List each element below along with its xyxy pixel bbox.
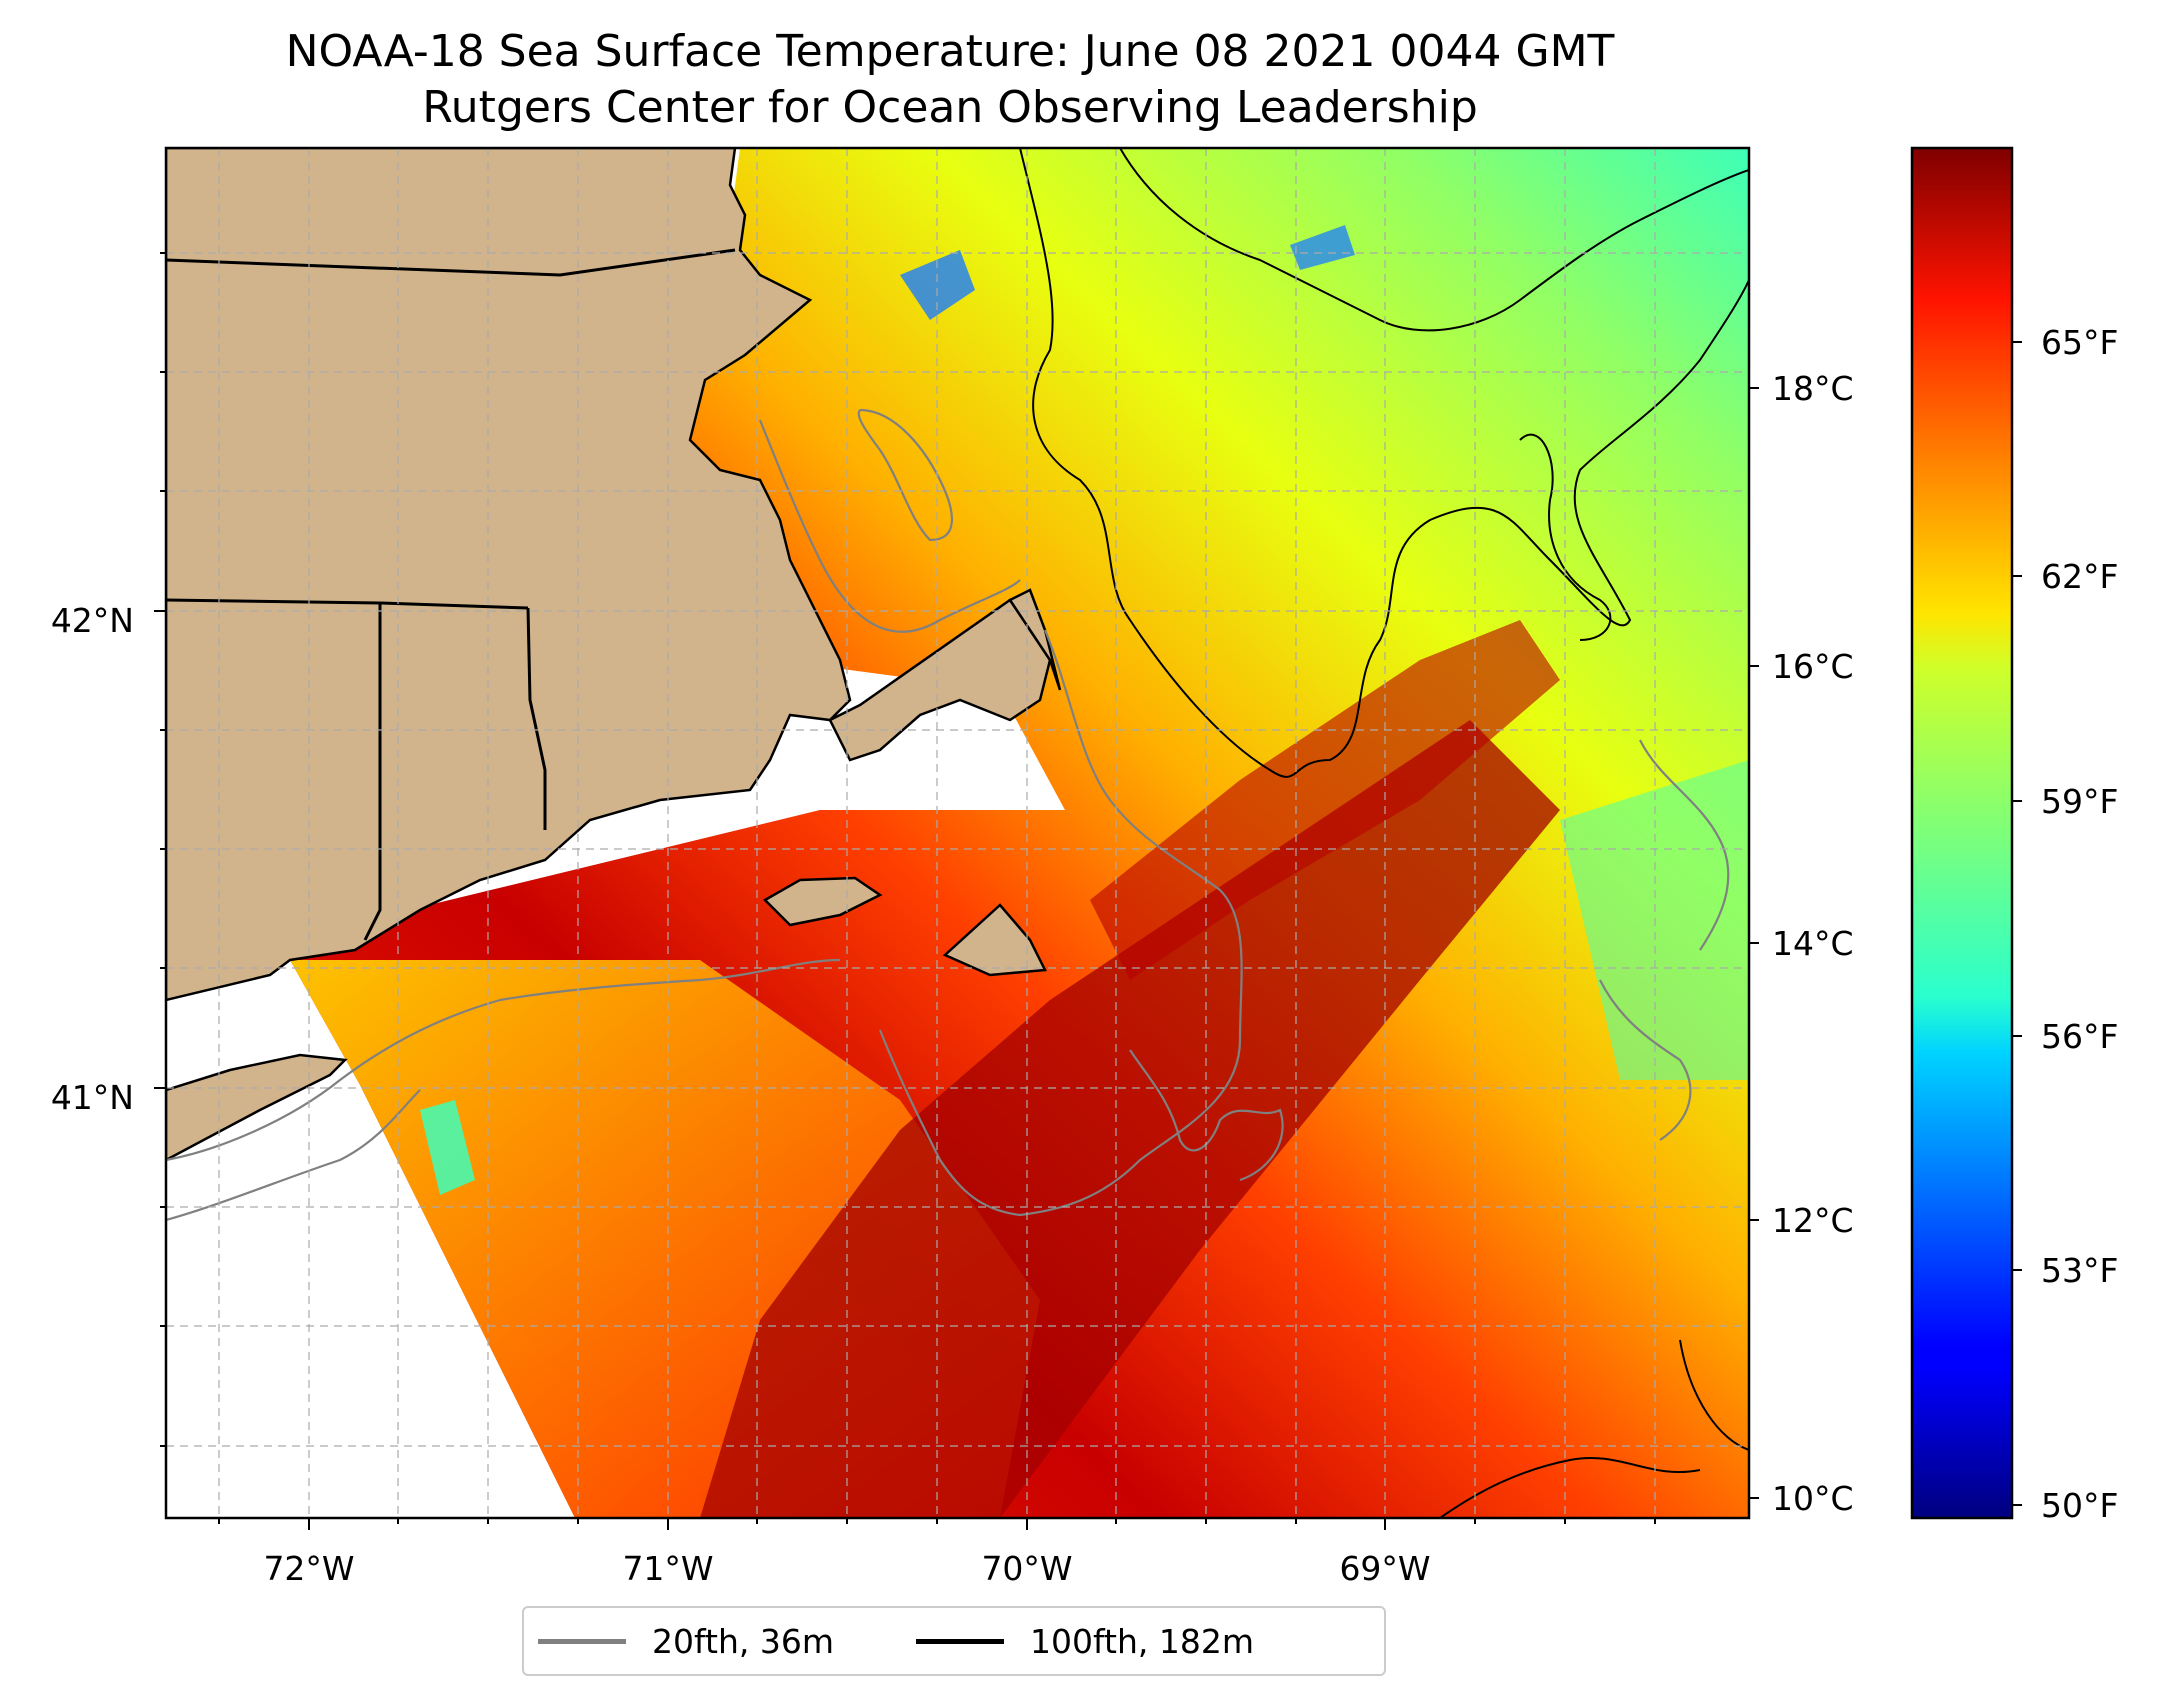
latitude-gridlines [166,252,1749,1447]
celsius-tick-label: 16°C [1772,647,1854,686]
cool-patch-southwest [420,1100,475,1195]
land-mass-cape-cod-hook [1008,588,1062,691]
state-border-ny-ct [363,603,382,941]
celsius-tick-label: 18°C [1772,369,1854,408]
celsius-tick-label: 10°C [1772,1479,1854,1518]
cool-patch-gulf-of-maine [900,250,975,320]
lon-tick-label: 71°W [622,1549,713,1588]
isobath-20fth-stellwagen [857,408,953,542]
legend-entry-100fth: 100fth, 182m [916,1622,1254,1661]
isobath-20fth-east [1599,739,1730,1141]
isobath-20fth-nantucket-shoals [1129,1049,1284,1182]
land-mass [166,148,852,1002]
figure-title-line2: Rutgers Center for Ocean Observing Leade… [422,82,1478,133]
map-ticks [154,252,1656,1530]
fahrenheit-tick-label: 59°F [2041,782,2118,821]
longitude-axis: 72°W 71°W 70°W 69°W [263,1549,1430,1588]
fahrenheit-tick-label: 50°F [2041,1486,2118,1525]
state-border-ma-ri [526,607,547,830]
legend-label: 100fth, 182m [1030,1621,1254,1661]
land-mass-cape-cod [828,598,1052,762]
fahrenheit-tick-label: 53°F [2041,1251,2118,1290]
cool-patch-northeast [1290,225,1355,270]
isobath-20fth-south-coast [166,958,841,1162]
legend-label: 20fth, 36m [652,1621,834,1661]
legend-entry-20fth: 20fth, 36m [538,1622,834,1661]
fahrenheit-tick-label: 56°F [2041,1017,2118,1056]
legend-line-gray [538,1638,626,1644]
warm-core-band-north [1090,620,1560,980]
celsius-tick-label: 12°C [1772,1201,1854,1240]
isobath-20fth-long-island [166,1089,421,1222]
fahrenheit-tick-label: 62°F [2041,557,2118,596]
isobath-100fth-shelf [1519,433,1612,641]
fahrenheit-scale: 50°F 53°F 56°F 59°F 62°F 65°F [2012,323,2118,1525]
land-mass-long-island [166,1053,348,1162]
warm-core-band [700,720,1560,1518]
lon-tick-label: 72°W [263,1549,354,1588]
isobath-20fth-coast [758,419,1021,633]
isobath-100fth-gulf-of-maine [1019,148,1749,778]
fahrenheit-tick-label: 65°F [2041,323,2118,362]
state-border-vt-ma [166,248,736,277]
colorbar [1910,146,2014,1520]
lon-tick-label: 69°W [1339,1549,1430,1588]
celsius-tick-label: 14°C [1772,924,1854,963]
lon-tick-label: 70°W [981,1549,1072,1588]
latitude-axis: 41°N 42°N [51,601,134,1117]
legend-line-black [916,1638,1004,1644]
lat-tick-label: 42°N [51,601,134,640]
lat-tick-label: 41°N [51,1078,134,1117]
map-frame [164,146,1751,1520]
figure-title-line1: NOAA-18 Sea Surface Temperature: June 08… [286,26,1615,77]
isobath-20fth-outer-cape [878,629,1243,1217]
celsius-scale: 10°C 12°C 14°C 16°C 18°C [1749,369,1854,1518]
isobath-100fth-north [1119,148,1749,332]
land-mass-marthas-vineyard [762,876,883,927]
land-mass-nantucket [942,903,1047,977]
map-panel [166,148,1749,1518]
longitude-gridlines [218,148,1656,1518]
legend: 20fth, 36m 100fth, 182m [522,1606,1386,1676]
